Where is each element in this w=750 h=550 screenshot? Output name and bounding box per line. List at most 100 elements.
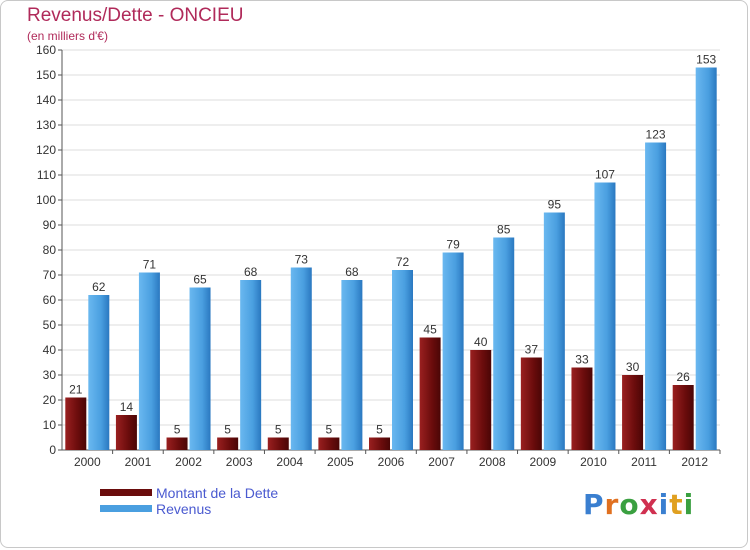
bar-revenus: [392, 270, 413, 450]
data-label-debt: 37: [525, 343, 539, 357]
x-tick-label: 2003: [226, 455, 253, 469]
chart-subtitle: (en milliers d'€): [27, 29, 108, 43]
logo-letter: t: [669, 488, 684, 521]
label-layer: 0 10 20 30 40 50 60 70 80 90 100 110 120 130 140 150 160…: [36, 43, 717, 469]
data-label-debt: 33: [575, 353, 589, 367]
data-label-revenus: 95: [548, 198, 562, 212]
y-tick-label: 130: [36, 118, 56, 132]
legend-swatch-revenus: [100, 505, 152, 512]
x-tick-label: 2000: [74, 455, 101, 469]
x-tick-label: 2008: [479, 455, 506, 469]
data-label-debt: 26: [677, 370, 691, 384]
legend-label-debt: Montant de la Dette: [156, 485, 279, 501]
logo-letter: r: [604, 488, 620, 521]
y-tick-label: 20: [43, 393, 57, 407]
y-tick-label: 100: [36, 193, 56, 207]
y-tick-label: 110: [37, 168, 56, 182]
chart-title: Revenus/Dette - ONCIEU: [27, 5, 244, 26]
data-label-debt: 5: [174, 423, 181, 437]
bar-revenus: [341, 280, 363, 450]
logo-letter: P: [583, 488, 605, 521]
proxiti-logo: Proxiti: [583, 488, 694, 521]
data-label-revenus: 107: [595, 168, 615, 182]
y-tick-label: 90: [43, 218, 57, 232]
bar-debt: [166, 437, 188, 450]
legend-label-revenus: Revenus: [156, 501, 212, 517]
x-tick-label: 2012: [681, 455, 708, 469]
data-label-revenus: 71: [143, 258, 157, 272]
bar-revenus: [543, 212, 565, 450]
x-tick-label: 2011: [631, 455, 657, 469]
bar-revenus: [138, 272, 160, 450]
bar-debt: [419, 337, 441, 450]
data-label-revenus: 79: [446, 238, 460, 252]
y-tick-label: 120: [36, 143, 56, 157]
bar-revenus: [493, 237, 515, 450]
data-label-debt: 21: [69, 383, 83, 397]
data-label-revenus: 123: [646, 128, 666, 142]
x-tick-label: 2005: [327, 455, 354, 469]
bar-debt: [217, 437, 239, 450]
y-tick-label: 50: [43, 318, 57, 332]
logo-letter: i: [658, 488, 670, 521]
bar-debt: [520, 357, 542, 450]
bar-debt: [65, 397, 87, 450]
x-tick-label: 2006: [378, 455, 405, 469]
data-label-revenus: 68: [244, 265, 258, 279]
bar-debt: [622, 375, 644, 450]
y-tick-label: 10: [43, 418, 57, 432]
bar-debt: [115, 415, 137, 450]
data-label-debt: 5: [224, 423, 231, 437]
bar-revenus: [645, 142, 667, 450]
data-label-debt: 5: [326, 423, 333, 437]
bar-debt: [470, 350, 492, 450]
bar-debt: [571, 367, 593, 450]
y-tick-label: 0: [49, 443, 56, 457]
data-label-debt: 30: [626, 360, 640, 374]
data-label-debt: 45: [423, 323, 437, 337]
bar-debt: [267, 437, 289, 450]
x-tick-label: 2007: [428, 455, 455, 469]
legend-swatch-debt: [100, 489, 152, 496]
y-tick-label: 150: [36, 68, 56, 82]
y-tick-label: 160: [36, 43, 56, 57]
bar-debt: [672, 385, 694, 450]
y-tick-label: 60: [43, 293, 57, 307]
bar-revenus: [695, 67, 717, 450]
data-label-revenus: 65: [193, 273, 207, 287]
bar-layer: [65, 67, 717, 450]
bar-debt: [369, 437, 390, 450]
x-tick-label: 2010: [580, 455, 607, 469]
bar-revenus: [189, 287, 211, 450]
bar-revenus: [442, 252, 464, 450]
x-tick-label: 2009: [529, 455, 556, 469]
data-label-revenus: 62: [92, 280, 106, 294]
data-label-debt: 40: [474, 335, 488, 349]
y-tick-label: 80: [43, 243, 57, 257]
bar-debt: [318, 437, 340, 450]
logo-letter: o: [619, 488, 640, 521]
data-label-revenus: 73: [295, 253, 309, 267]
bar-revenus: [240, 280, 262, 450]
logo-letter: i: [683, 488, 695, 521]
bar-revenus: [88, 295, 110, 450]
x-tick-label: 2004: [276, 455, 303, 469]
y-tick-label: 40: [43, 343, 57, 357]
x-tick-label: 2002: [175, 455, 202, 469]
data-label-debt: 14: [120, 400, 134, 414]
data-label-revenus: 85: [497, 223, 511, 237]
logo-letter: x: [639, 488, 659, 521]
data-label-revenus: 153: [696, 53, 716, 67]
data-label-revenus: 72: [396, 255, 410, 269]
y-tick-label: 140: [36, 93, 56, 107]
x-tick-label: 2001: [125, 455, 152, 469]
data-label-revenus: 68: [345, 265, 359, 279]
bar-revenus: [594, 182, 616, 450]
y-tick-label: 70: [43, 268, 57, 282]
data-label-debt: 5: [376, 423, 383, 437]
bar-revenus: [290, 267, 312, 450]
y-tick-label: 30: [43, 368, 57, 382]
data-label-debt: 5: [275, 423, 282, 437]
